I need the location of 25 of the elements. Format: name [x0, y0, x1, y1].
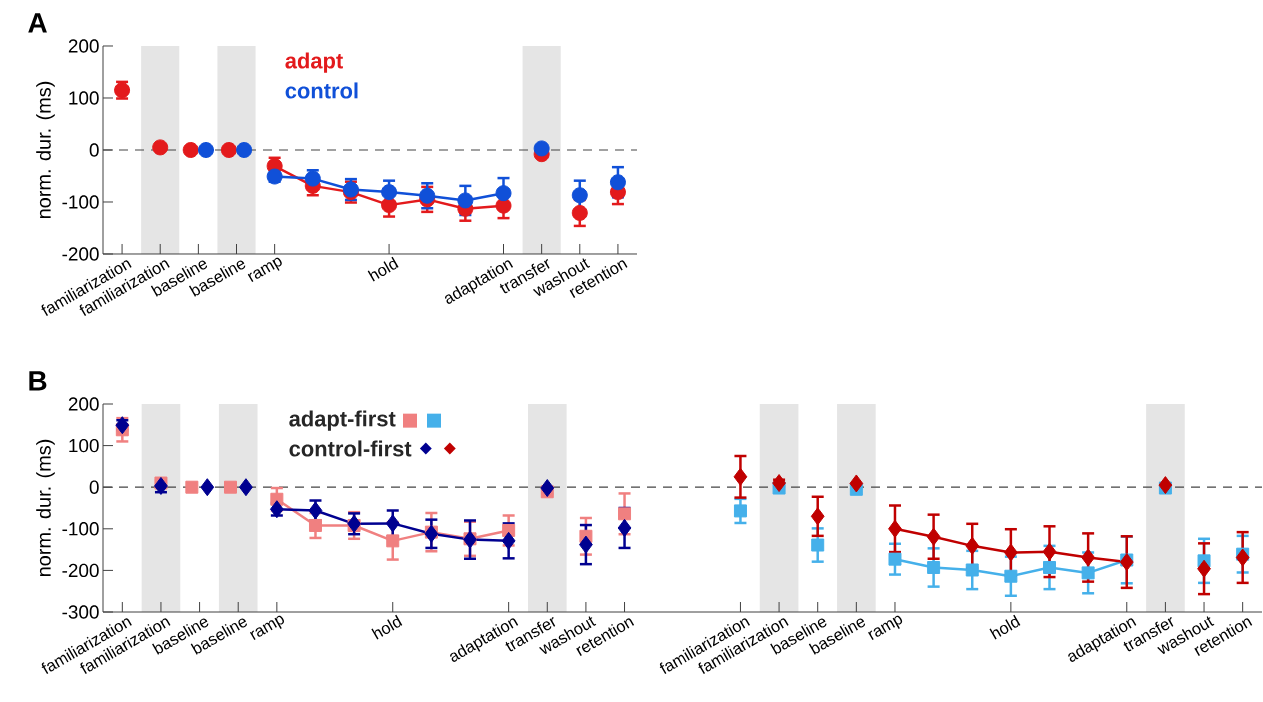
x-tick-label: hold: [371, 614, 403, 640]
x-tick-label: ramp: [249, 615, 285, 641]
y-axis-title: norm. dur. (ms): [36, 439, 55, 577]
x-tick-label: ramp: [247, 257, 282, 283]
y-tick-label: 0: [89, 480, 99, 494]
y-tick-label: 100: [69, 91, 99, 105]
y-tick-label: 100: [69, 438, 99, 453]
y-tick-label: 200: [68, 397, 99, 411]
x-tick-label: ramp: [868, 615, 903, 641]
y-tick-label: 0: [89, 143, 99, 157]
y-tick-label: 200: [68, 39, 99, 53]
legend-label: control-first: [289, 440, 412, 457]
y-tick-label: -300: [62, 605, 99, 619]
y-axis-title: norm. dur. (ms): [36, 81, 55, 219]
text: control: [285, 82, 358, 99]
y-tick-label: -100: [62, 195, 99, 209]
text: adapt: [285, 52, 343, 73]
chart-title: B: [29, 371, 47, 391]
chart-title: A: [28, 13, 47, 33]
y-tick-label: -200: [62, 563, 99, 578]
x-tick-label: hold: [989, 614, 1021, 640]
legend-label: adapt-first: [289, 410, 396, 431]
x-tick-label: hold: [367, 256, 399, 282]
y-tick-label: -200: [62, 247, 99, 261]
y-tick-label: -100: [62, 522, 99, 536]
